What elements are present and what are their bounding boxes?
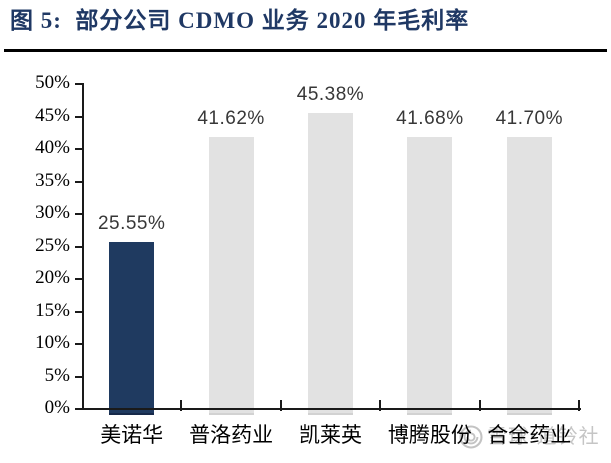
- gross-margin-bar-chart: 雪球·道铃社 0% 5% 10% 15% 20% 25% 30% 35% 40% 45% 50% 25…: [0, 52, 611, 463]
- bar-value-label: 25.55%: [97, 212, 166, 234]
- y-axis-tick-label: 20%: [35, 267, 70, 288]
- y-axis-tick-label: 15%: [35, 299, 70, 321]
- x-axis-tick: [279, 400, 282, 411]
- category-label: 合全药业: [487, 423, 572, 447]
- y-axis-tick-label: 0%: [44, 397, 70, 418]
- category-label: 博腾股份: [387, 423, 472, 447]
- category-label: 美诺华: [100, 423, 164, 447]
- y-axis-tick: [75, 245, 82, 248]
- bar: [109, 241, 155, 415]
- y-axis-tick: [75, 343, 82, 345]
- y-axis-tick-label: 50%: [35, 72, 70, 93]
- y-axis-tick: [75, 278, 82, 280]
- watermark: 雪球·道铃社: [459, 425, 600, 449]
- y-axis-tick: [75, 83, 82, 85]
- figure-title: 图 5: 部分公司 CDMO 业务 2020 年毛利率: [10, 8, 470, 33]
- bar: [407, 137, 453, 415]
- bar: [506, 136, 552, 415]
- title-divider: [4, 49, 607, 52]
- y-axis-tick: [75, 310, 82, 313]
- y-axis-tick: [75, 408, 82, 410]
- x-axis-tick: [578, 400, 580, 411]
- y-axis-tick: [75, 180, 82, 183]
- y-axis-tick: [75, 213, 82, 215]
- y-axis-tick-label: 5%: [44, 364, 70, 386]
- y-axis-tick-label: 30%: [35, 202, 70, 223]
- y-axis-tick-label: 40%: [35, 137, 70, 158]
- bar-value-label: 41.62%: [197, 108, 265, 130]
- y-axis-tick-label: 10%: [35, 332, 70, 353]
- bar-value-label: 41.68%: [396, 108, 464, 130]
- bar-value-label: 45.38%: [296, 84, 365, 106]
- y-axis-tick-label: 45%: [35, 104, 70, 126]
- watermark-text: 雪球·道铃社: [487, 426, 600, 448]
- bar: [208, 137, 254, 415]
- bar: [308, 113, 353, 415]
- xueqiu-logo-icon: [459, 425, 483, 449]
- bar-value-label: 41.70%: [495, 107, 564, 129]
- y-axis-tick-label: 35%: [35, 169, 70, 191]
- y-axis-tick: [75, 148, 82, 150]
- category-label: 凯莱英: [299, 423, 362, 447]
- category-label: 普洛药业: [189, 423, 274, 447]
- y-axis-tick: [75, 375, 82, 378]
- x-axis-tick: [379, 400, 382, 411]
- y-axis-line: [82, 83, 84, 410]
- x-axis-line: [82, 408, 581, 410]
- y-axis-tick-label: 25%: [35, 234, 70, 256]
- x-axis-tick: [180, 400, 183, 411]
- y-axis-tick: [75, 115, 82, 118]
- x-axis-tick: [478, 400, 481, 411]
